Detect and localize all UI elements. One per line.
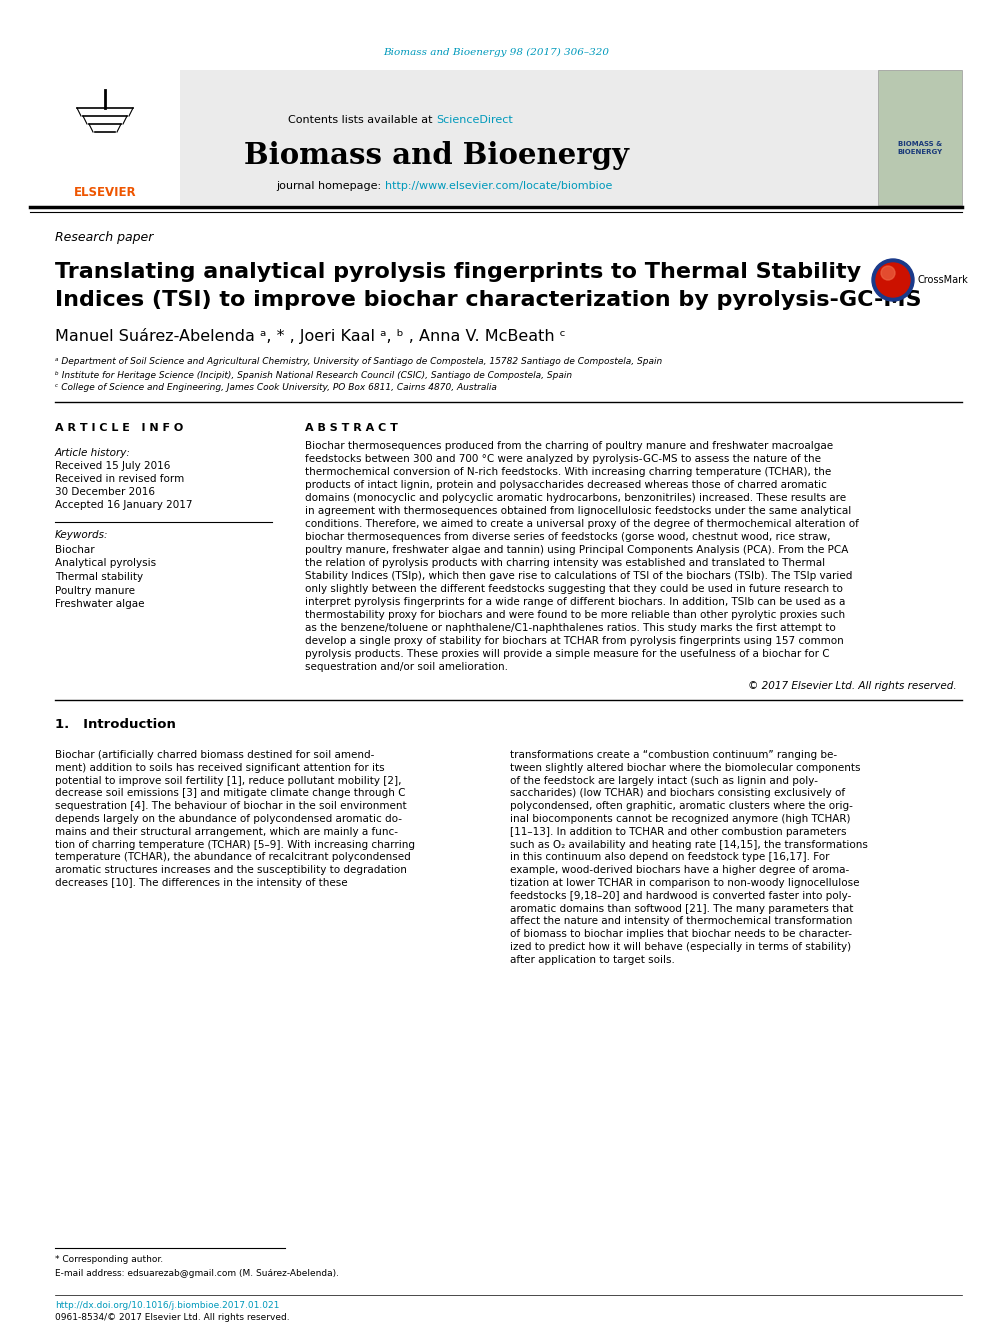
Text: Biomass and Bioenergy 98 (2017) 306–320: Biomass and Bioenergy 98 (2017) 306–320 xyxy=(383,48,609,57)
Text: Research paper: Research paper xyxy=(55,232,154,245)
Text: Thermal stability: Thermal stability xyxy=(55,572,143,582)
Text: © 2017 Elsevier Ltd. All rights reserved.: © 2017 Elsevier Ltd. All rights reserved… xyxy=(748,681,957,691)
Text: Accepted 16 January 2017: Accepted 16 January 2017 xyxy=(55,500,192,509)
Text: mains and their structural arrangement, which are mainly a func-: mains and their structural arrangement, … xyxy=(55,827,398,837)
Text: temperature (TCHAR), the abundance of recalcitrant polycondensed: temperature (TCHAR), the abundance of re… xyxy=(55,852,411,863)
Text: potential to improve soil fertility [1], reduce pollutant mobility [2],: potential to improve soil fertility [1],… xyxy=(55,775,402,786)
Text: * Corresponding author.: * Corresponding author. xyxy=(55,1256,163,1265)
Circle shape xyxy=(881,266,895,280)
Text: thermochemical conversion of N-rich feedstocks. With increasing charring tempera: thermochemical conversion of N-rich feed… xyxy=(305,467,831,478)
Text: tween slightly altered biochar where the biomolecular components: tween slightly altered biochar where the… xyxy=(510,763,860,773)
Text: ment) addition to soils has received significant attention for its: ment) addition to soils has received sig… xyxy=(55,763,385,773)
Text: feedstocks between 300 and 700 °C were analyzed by pyrolysis-GC-MS to assess the: feedstocks between 300 and 700 °C were a… xyxy=(305,454,821,464)
Text: A R T I C L E   I N F O: A R T I C L E I N F O xyxy=(55,423,184,433)
Text: A B S T R A C T: A B S T R A C T xyxy=(305,423,398,433)
Text: Freshwater algae: Freshwater algae xyxy=(55,599,145,609)
Text: feedstocks [9,18–20] and hardwood is converted faster into poly-: feedstocks [9,18–20] and hardwood is con… xyxy=(510,890,851,901)
Text: [11–13]. In addition to TCHAR and other combustion parameters: [11–13]. In addition to TCHAR and other … xyxy=(510,827,846,837)
Text: Biochar: Biochar xyxy=(55,545,94,556)
Bar xyxy=(30,70,180,205)
Text: biochar thermosequences from diverse series of feedstocks (gorse wood, chestnut : biochar thermosequences from diverse ser… xyxy=(305,532,830,542)
Text: domains (monocyclic and polycyclic aromatic hydrocarbons, benzonitriles) increas: domains (monocyclic and polycyclic aroma… xyxy=(305,493,846,503)
Text: example, wood-derived biochars have a higher degree of aroma-: example, wood-derived biochars have a hi… xyxy=(510,865,849,876)
Text: ized to predict how it will behave (especially in terms of stability): ized to predict how it will behave (espe… xyxy=(510,942,851,953)
Text: tization at lower TCHAR in comparison to non-woody lignocellulose: tization at lower TCHAR in comparison to… xyxy=(510,878,859,888)
Text: Contents lists available at: Contents lists available at xyxy=(288,115,436,124)
Text: ELSEVIER: ELSEVIER xyxy=(73,187,136,200)
Text: transformations create a “combustion continuum” ranging be-: transformations create a “combustion con… xyxy=(510,750,837,759)
Text: Article history:: Article history: xyxy=(55,448,131,458)
Text: journal homepage:: journal homepage: xyxy=(277,181,385,191)
Text: such as O₂ availability and heating rate [14,15], the transformations: such as O₂ availability and heating rate… xyxy=(510,840,868,849)
Text: the relation of pyrolysis products with charring intensity was established and t: the relation of pyrolysis products with … xyxy=(305,558,825,568)
Text: poultry manure, freshwater algae and tannin) using Principal Components Analysis: poultry manure, freshwater algae and tan… xyxy=(305,545,848,556)
Text: 1.   Introduction: 1. Introduction xyxy=(55,718,176,732)
Text: BIOMASS &
BIOENERGY: BIOMASS & BIOENERGY xyxy=(898,142,942,155)
Circle shape xyxy=(876,263,910,296)
Text: inal biocomponents cannot be recognized anymore (high TCHAR): inal biocomponents cannot be recognized … xyxy=(510,814,850,824)
Text: sequestration [4]. The behaviour of biochar in the soil environment: sequestration [4]. The behaviour of bioc… xyxy=(55,802,407,811)
Bar xyxy=(878,70,962,205)
Text: products of intact lignin, protein and polysaccharides decreased whereas those o: products of intact lignin, protein and p… xyxy=(305,480,827,490)
Text: affect the nature and intensity of thermochemical transformation: affect the nature and intensity of therm… xyxy=(510,917,852,926)
Text: Biochar thermosequences produced from the charring of poultry manure and freshwa: Biochar thermosequences produced from th… xyxy=(305,441,833,451)
Text: decreases [10]. The differences in the intensity of these: decreases [10]. The differences in the i… xyxy=(55,878,347,888)
Text: Stability Indices (TSIp), which then gave rise to calculations of TSI of the bio: Stability Indices (TSIp), which then gav… xyxy=(305,572,852,581)
Text: aromatic structures increases and the susceptibility to degradation: aromatic structures increases and the su… xyxy=(55,865,407,876)
Text: polycondensed, often graphitic, aromatic clusters where the orig-: polycondensed, often graphitic, aromatic… xyxy=(510,802,853,811)
Bar xyxy=(30,70,962,205)
Text: saccharides) (low TCHAR) and biochars consisting exclusively of: saccharides) (low TCHAR) and biochars co… xyxy=(510,789,845,798)
Text: after application to target soils.: after application to target soils. xyxy=(510,955,675,964)
Text: Poultry manure: Poultry manure xyxy=(55,586,135,595)
Text: 0961-8534/© 2017 Elsevier Ltd. All rights reserved.: 0961-8534/© 2017 Elsevier Ltd. All right… xyxy=(55,1312,290,1322)
Text: depends largely on the abundance of polycondensed aromatic do-: depends largely on the abundance of poly… xyxy=(55,814,402,824)
Text: decrease soil emissions [3] and mitigate climate change through C: decrease soil emissions [3] and mitigate… xyxy=(55,789,406,798)
Text: interpret pyrolysis fingerprints for a wide range of different biochars. In addi: interpret pyrolysis fingerprints for a w… xyxy=(305,597,845,607)
Text: Biochar (artificially charred biomass destined for soil amend-: Biochar (artificially charred biomass de… xyxy=(55,750,374,759)
Text: only slightly between the different feedstocks suggesting that they could be use: only slightly between the different feed… xyxy=(305,583,843,594)
Text: Manuel Suárez-Abelenda ᵃ, * , Joeri Kaal ᵃ, ᵇ , Anna V. McBeath ᶜ: Manuel Suárez-Abelenda ᵃ, * , Joeri Kaal… xyxy=(55,328,565,344)
Text: as the benzene/toluene or naphthalene/C1-naphthalenes ratios. This study marks t: as the benzene/toluene or naphthalene/C1… xyxy=(305,623,835,632)
Text: conditions. Therefore, we aimed to create a universal proxy of the degree of the: conditions. Therefore, we aimed to creat… xyxy=(305,519,859,529)
Text: thermostability proxy for biochars and were found to be more reliable than other: thermostability proxy for biochars and w… xyxy=(305,610,845,620)
Text: Analytical pyrolysis: Analytical pyrolysis xyxy=(55,558,156,569)
Text: http://www.elsevier.com/locate/biombioe: http://www.elsevier.com/locate/biombioe xyxy=(385,181,612,191)
Text: Indices (TSI) to improve biochar characterization by pyrolysis-GC-MS: Indices (TSI) to improve biochar charact… xyxy=(55,290,922,310)
Text: CrossMark: CrossMark xyxy=(917,275,968,284)
Text: aromatic domains than softwood [21]. The many parameters that: aromatic domains than softwood [21]. The… xyxy=(510,904,853,914)
Text: Received in revised form: Received in revised form xyxy=(55,474,185,484)
Text: E-mail address: edsuarezab@gmail.com (M. Suárez-Abelenda).: E-mail address: edsuarezab@gmail.com (M.… xyxy=(55,1269,339,1278)
Text: Received 15 July 2016: Received 15 July 2016 xyxy=(55,460,171,471)
Text: in agreement with thermosequences obtained from lignocellulosic feedstocks under: in agreement with thermosequences obtain… xyxy=(305,505,851,516)
Text: in this continuum also depend on feedstock type [16,17]. For: in this continuum also depend on feedsto… xyxy=(510,852,829,863)
Text: of biomass to biochar implies that biochar needs to be character-: of biomass to biochar implies that bioch… xyxy=(510,929,852,939)
Text: sequestration and/or soil amelioration.: sequestration and/or soil amelioration. xyxy=(305,662,508,672)
Text: 30 December 2016: 30 December 2016 xyxy=(55,487,155,497)
Circle shape xyxy=(872,259,914,302)
Text: Biomass and Bioenergy: Biomass and Bioenergy xyxy=(243,140,629,169)
Text: ᵇ Institute for Heritage Science (Incipit), Spanish National Research Council (C: ᵇ Institute for Heritage Science (Incipi… xyxy=(55,370,572,380)
Text: pyrolysis products. These proxies will provide a simple measure for the usefulne: pyrolysis products. These proxies will p… xyxy=(305,650,829,659)
Text: ᶜ College of Science and Engineering, James Cook University, PO Box 6811, Cairns: ᶜ College of Science and Engineering, Ja… xyxy=(55,384,497,393)
Text: of the feedstock are largely intact (such as lignin and poly-: of the feedstock are largely intact (suc… xyxy=(510,775,818,786)
Text: Keywords:: Keywords: xyxy=(55,531,108,540)
Text: http://dx.doi.org/10.1016/j.biombioe.2017.01.021: http://dx.doi.org/10.1016/j.biombioe.201… xyxy=(55,1301,280,1310)
Text: Translating analytical pyrolysis fingerprints to Thermal Stability: Translating analytical pyrolysis fingerp… xyxy=(55,262,861,282)
Text: ᵃ Department of Soil Science and Agricultural Chemistry, University of Santiago : ᵃ Department of Soil Science and Agricul… xyxy=(55,357,663,366)
Text: tion of charring temperature (TCHAR) [5–9]. With increasing charring: tion of charring temperature (TCHAR) [5–… xyxy=(55,840,415,849)
Text: develop a single proxy of stability for biochars at TCHAR from pyrolysis fingerp: develop a single proxy of stability for … xyxy=(305,636,844,646)
Text: ScienceDirect: ScienceDirect xyxy=(436,115,513,124)
